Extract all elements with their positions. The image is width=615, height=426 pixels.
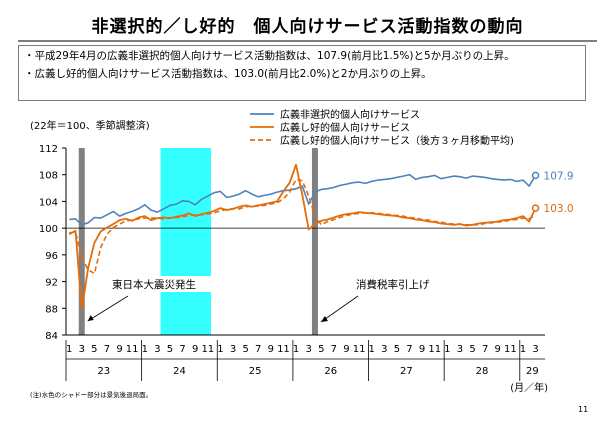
x-tick-label: 3: [79, 344, 85, 355]
x-tick-label: 7: [406, 344, 412, 355]
y-tick-label: 96: [45, 251, 58, 262]
x-tick-label: 11: [504, 344, 517, 355]
y-tick-label: 88: [45, 304, 58, 315]
end-value-label-1: 107.9: [544, 170, 574, 182]
annotation-arrowhead-2: [320, 316, 328, 322]
year-label: 27: [400, 366, 413, 377]
x-tick-label: 5: [242, 344, 248, 355]
x-tick-label: 5: [91, 344, 97, 355]
end-marker-2: [531, 204, 540, 212]
x-tick-label: 1: [444, 344, 450, 355]
year-label: 23: [97, 366, 110, 377]
page-title: 非選択的／し好的 個人向けサービス活動指数の動向: [91, 17, 524, 37]
legend-label-2: 広義し好的個人向けサービス: [280, 121, 410, 134]
x-tick-label: 5: [469, 344, 475, 355]
series-line-3: [69, 178, 536, 275]
summary-note-2: ・広義し好的個人向けサービス活動指数は、103.0(前月比2.0%)と2か月ぶり…: [24, 68, 432, 80]
base-note: (22年＝100、季節調整済): [30, 121, 150, 132]
x-axis-unit: (月／年): [510, 381, 548, 394]
end-marker-1: [531, 171, 540, 180]
x-tick-label: 9: [419, 344, 425, 355]
y-tick-label: 100: [39, 224, 58, 235]
annotation-bg-1: [108, 276, 212, 292]
x-tick-label: 7: [255, 344, 261, 355]
x-tick-label: 9: [343, 344, 349, 355]
x-tick-label: 7: [482, 344, 488, 355]
x-tick-label: 3: [457, 344, 463, 355]
x-tick-label: 3: [154, 344, 160, 355]
annotation-arrow-2: [320, 295, 359, 323]
x-tick-label: 9: [192, 344, 198, 355]
x-tick-label: 7: [104, 344, 110, 355]
x-tick-label: 11: [277, 344, 290, 355]
x-tick-label: 3: [532, 344, 538, 355]
year-label: 26: [324, 366, 337, 377]
year-label: 24: [173, 366, 186, 377]
recession-shading: [160, 148, 211, 335]
annotation-earthquake: 東日本大震災発生: [112, 278, 196, 291]
x-tick-label: 7: [179, 344, 185, 355]
page-number: 11: [578, 405, 589, 414]
annotation-arrowhead-1: [87, 315, 94, 321]
x-tick-label: 3: [305, 344, 311, 355]
event-bar-1: [78, 148, 85, 335]
x-tick-label: 5: [394, 344, 400, 355]
event-bar-2: [311, 148, 318, 335]
x-tick-label: 7: [331, 344, 337, 355]
y-tick-label: 92: [45, 278, 58, 289]
x-tick-label: 1: [217, 344, 223, 355]
x-tick-label: 1: [293, 344, 299, 355]
annotation-bg-2: [352, 276, 442, 292]
x-tick-label: 3: [381, 344, 387, 355]
x-tick-label: 11: [201, 344, 214, 355]
legend-label-3: 広義し好的個人向けサービス（後方３ヶ月移動平均): [280, 134, 514, 147]
year-label: 25: [249, 366, 262, 377]
x-tick-label: 9: [268, 344, 274, 355]
x-tick-label: 1: [368, 344, 374, 355]
summary-note-1: ・平成29年4月の広義非選択的個人向けサービス活動指数は、107.9(前月比1.…: [24, 50, 515, 62]
end-value-label-2: 103.0: [544, 203, 574, 215]
title-divider: [18, 40, 597, 42]
y-tick-label: 112: [39, 144, 58, 155]
year-label: 28: [476, 366, 489, 377]
year-label: 29: [526, 366, 539, 377]
x-tick-label: 9: [495, 344, 501, 355]
x-tick-label: 11: [428, 344, 441, 355]
x-tick-label: 11: [126, 344, 139, 355]
x-tick-label: 5: [167, 344, 173, 355]
x-tick-label: 1: [142, 344, 148, 355]
x-tick-label: 1: [520, 344, 526, 355]
x-tick-label: 5: [318, 344, 324, 355]
annotation-arrow-1: [87, 295, 129, 322]
legend-label-1: 広義非選択的個人向けサービス: [280, 108, 420, 121]
x-tick-label: 3: [230, 344, 236, 355]
y-tick-label: 84: [45, 331, 58, 342]
annotation-tax-hike: 消費税率引上げ: [356, 278, 430, 291]
x-tick-label: 11: [353, 344, 366, 355]
y-tick-label: 104: [39, 197, 58, 208]
series-line-1: [69, 173, 537, 226]
summary-box: ・平成29年4月の広義非選択的個人向けサービス活動指数は、107.9(前月比1.…: [18, 45, 586, 101]
x-tick-label: 9: [116, 344, 122, 355]
footnote: (注)水色のシャドー部分は景気後退局面。: [30, 391, 153, 399]
x-tick-label: 1: [66, 344, 72, 355]
y-tick-label: 108: [39, 171, 58, 182]
